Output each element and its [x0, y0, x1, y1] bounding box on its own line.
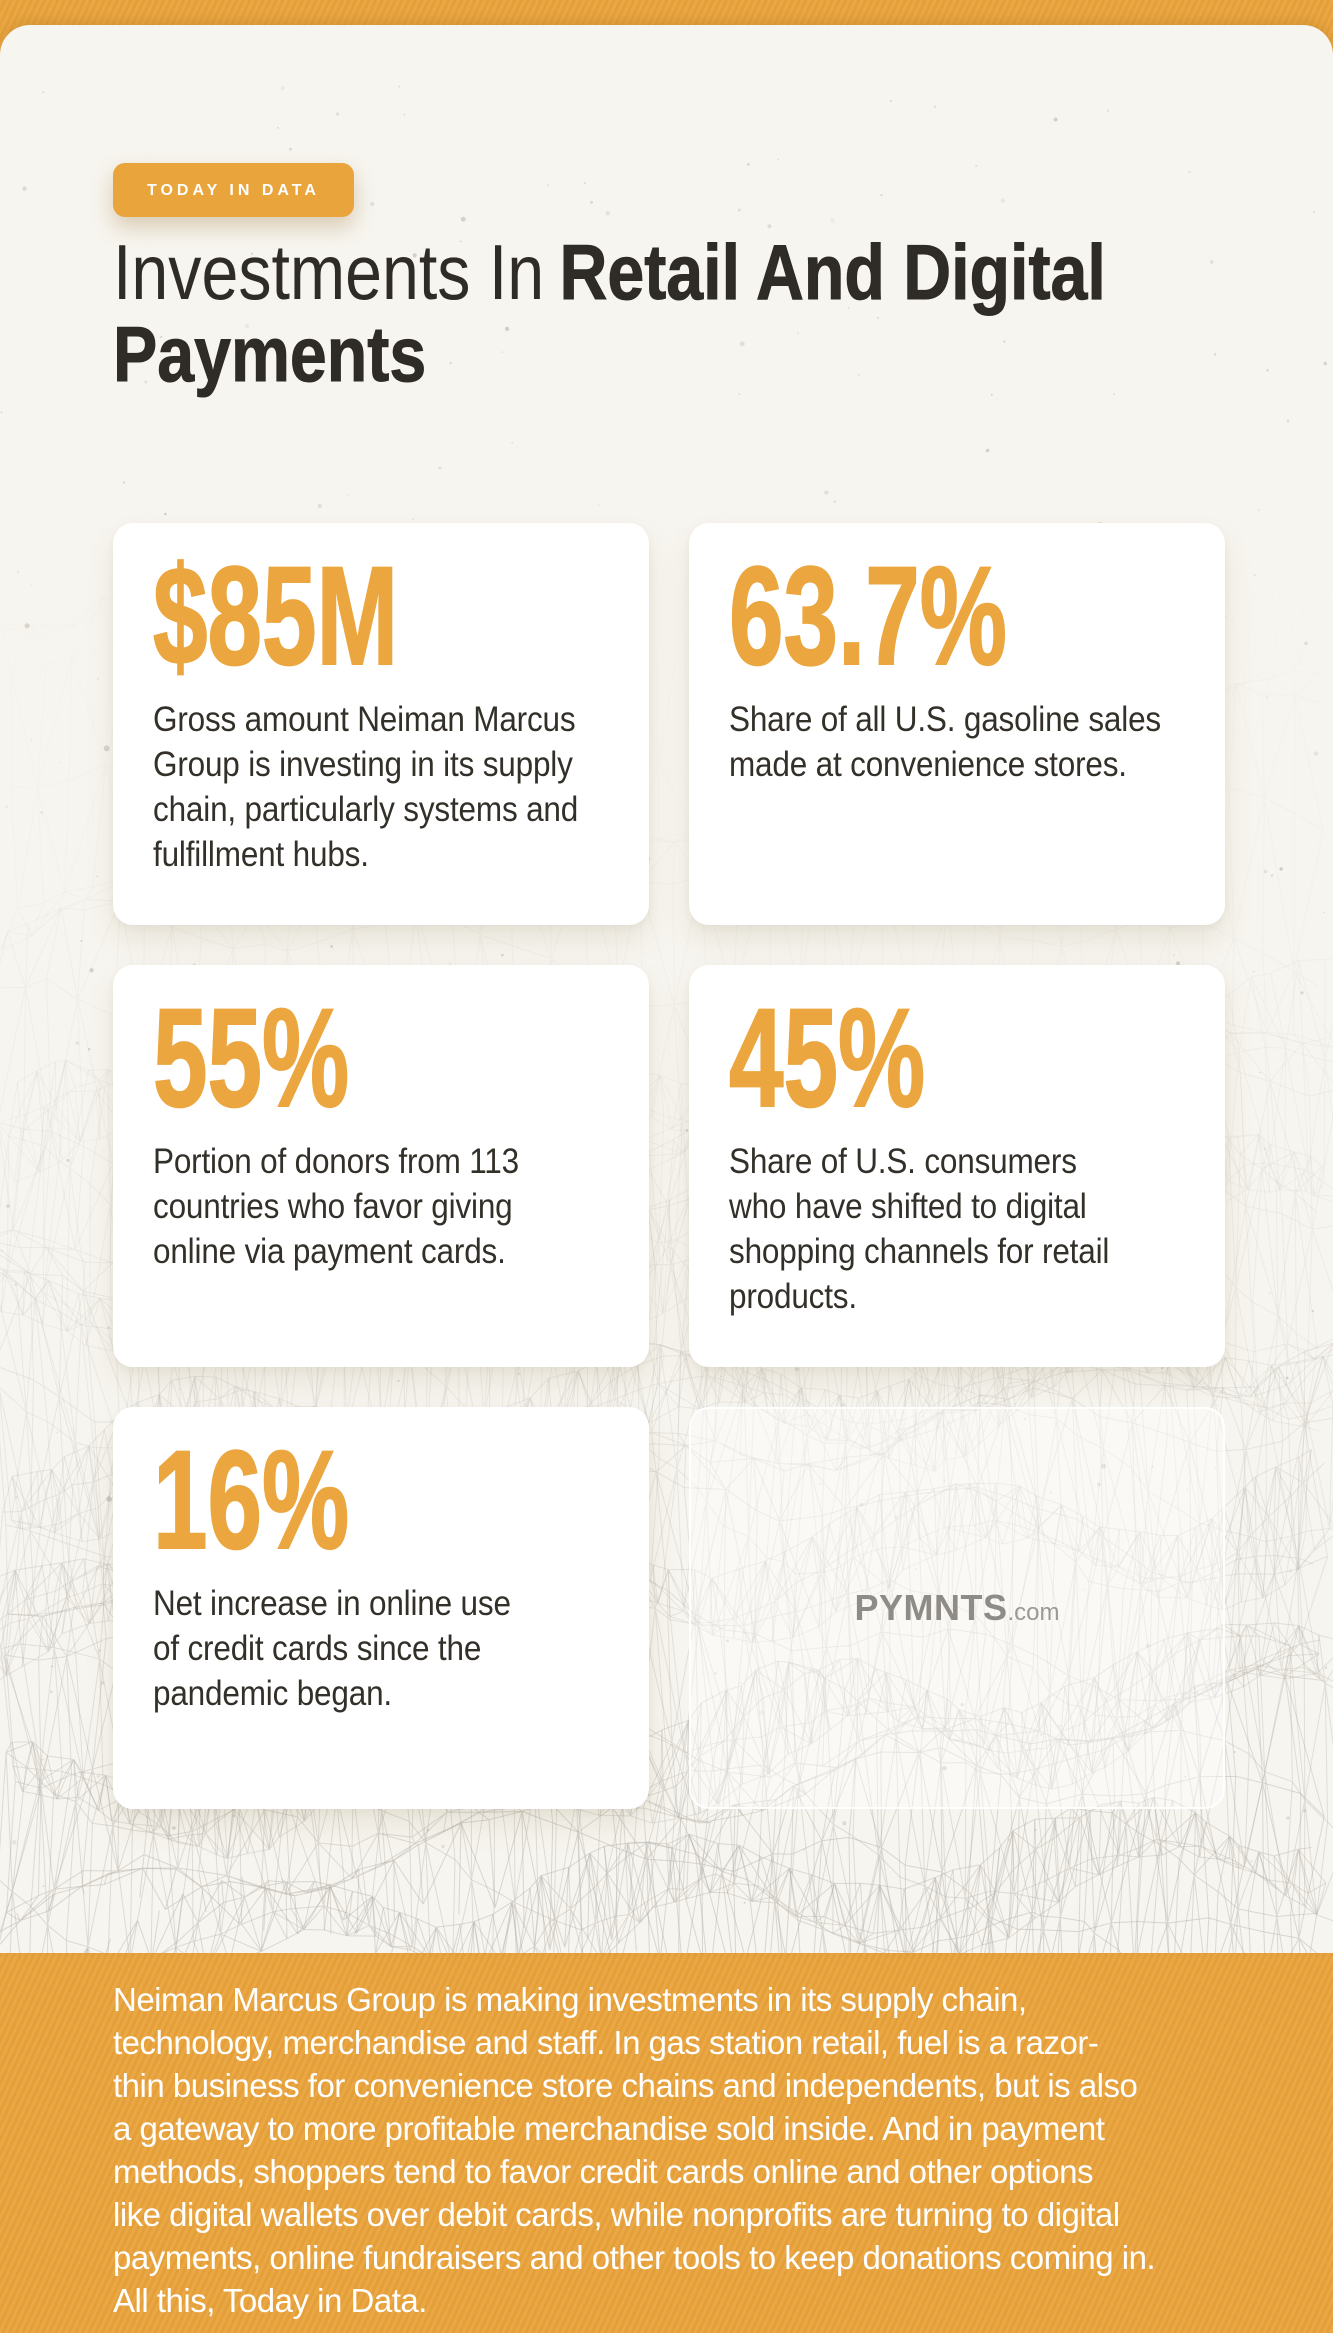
- summary-paragraph: Neiman Marcus Group is making investment…: [113, 1981, 1156, 2319]
- stat-description: Net increase in online use of credit car…: [153, 1584, 511, 1713]
- page-title: Investments In Retail And Digital Payments: [113, 228, 1107, 398]
- pymnts-logo-suffix: .com: [1007, 1599, 1060, 1626]
- pymnts-logo: PYMNTS.com: [854, 1587, 1059, 1629]
- stat-description: Portion of donors from 113 countries who…: [153, 1142, 519, 1271]
- stat-description: Gross amount Neiman Marcus Group is inve…: [153, 700, 579, 874]
- stat-card-55pct: 55% Portion of donors from 113 countries…: [113, 965, 649, 1367]
- stat-value: $85M: [152, 537, 399, 694]
- title-light-part: Investments In: [113, 228, 545, 316]
- title-line2: Payments: [113, 310, 427, 398]
- title-bold-part: Retail And Digital: [559, 228, 1106, 316]
- stat-card-16pct: 16% Net increase in online use of credit…: [113, 1407, 649, 1809]
- content-panel: TODAY IN DATA Investments In Retail And D…: [0, 25, 1333, 1953]
- stat-value: 63.7%: [728, 537, 1007, 694]
- stat-description: Share of U.S. consumers who have shifted…: [729, 1142, 1110, 1316]
- stat-card-85m: $85M Gross amount Neiman Marcus Group is…: [113, 523, 649, 925]
- stat-value: 55%: [152, 979, 350, 1136]
- pymnts-logo-card: PYMNTS.com: [689, 1407, 1225, 1809]
- stat-card-45pct: 45% Share of U.S. consumers who have shi…: [689, 965, 1225, 1367]
- stat-description: Share of all U.S. gasoline sales made at…: [729, 700, 1161, 784]
- stat-cards-grid: $85M Gross amount Neiman Marcus Group is…: [113, 523, 1225, 1809]
- today-in-data-badge: TODAY IN DATA: [113, 163, 354, 217]
- stat-value: 16%: [152, 1421, 350, 1578]
- stat-card-63-7pct: 63.7% Share of all U.S. gasoline sales m…: [689, 523, 1225, 925]
- stat-value: 45%: [728, 979, 926, 1136]
- pymnts-logo-wordmark: PYMNTS: [854, 1587, 1008, 1628]
